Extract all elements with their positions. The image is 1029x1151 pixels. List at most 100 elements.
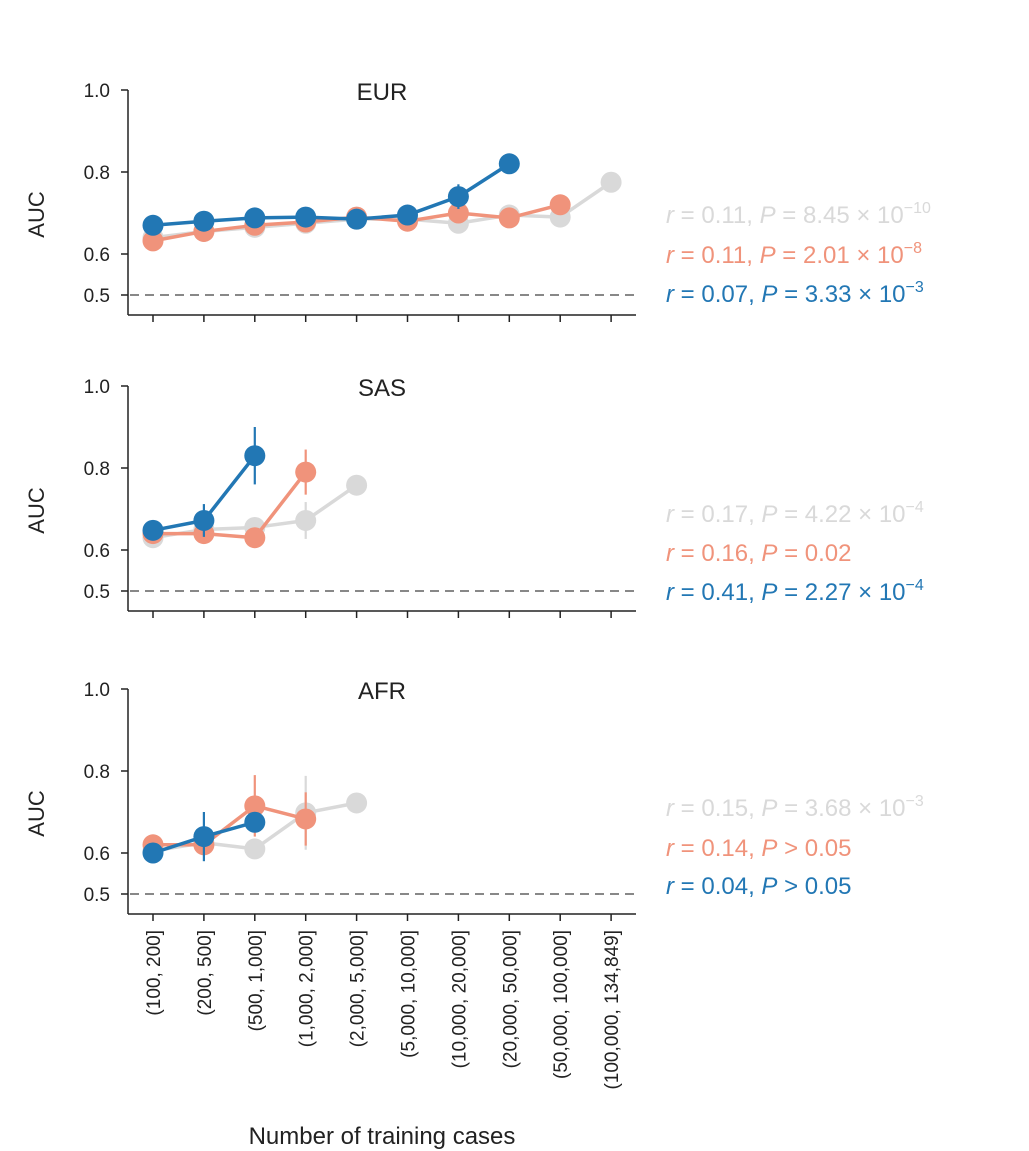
stat-grey: r = 0.11, P = 8.45 × 10−10 (666, 200, 931, 229)
stat-p-label: P (761, 795, 777, 822)
stat-r-value: = 0.07, (674, 281, 761, 308)
data-point (295, 461, 317, 483)
data-point (295, 206, 317, 228)
stat-r-label: r (666, 540, 675, 567)
stat-r-label: r (666, 795, 675, 822)
stat-r-value: = 0.16, (674, 540, 761, 567)
data-point (447, 202, 469, 224)
stat-exponent: −10 (904, 200, 931, 217)
stat-r-value: = 0.14, (674, 835, 761, 862)
stat-r-label: r (666, 579, 675, 606)
data-point (295, 509, 317, 531)
stat-r-value: = 0.41, (674, 579, 761, 606)
series-blue (142, 811, 266, 864)
stat-p-label: P (761, 501, 777, 528)
stat-blue: r = 0.07, P = 3.33 × 10−3 (666, 279, 924, 308)
stat-exponent: −4 (906, 499, 924, 516)
y-tick-label: 0.5 (84, 582, 110, 603)
stat-p-label: P (761, 281, 777, 308)
stat-r-value: = 0.11, (674, 242, 760, 269)
data-point (244, 445, 266, 467)
stat-p-label: P (761, 540, 777, 567)
y-axis-title: AUC (24, 191, 49, 238)
stat-exponent: −8 (904, 240, 922, 257)
y-tick-label: 0.6 (84, 245, 110, 266)
data-point (397, 204, 418, 226)
x-tick-label: (2,000, 5,000] (348, 930, 369, 1047)
stat-orange: r = 0.11, P = 2.01 × 10−8 (666, 240, 922, 269)
panel-sas: 0.5 0.6 0.8 1.0 AUC SAS r = 0.17, P = 4.22 × 1… (24, 375, 924, 618)
stat-p-value: = 2.01 × 10 (776, 242, 904, 269)
data-point (244, 207, 266, 229)
panel-title: EUR (357, 79, 408, 106)
data-point (244, 811, 266, 833)
x-tick-label: (50,000, 100,000] (551, 930, 572, 1079)
x-tick-label: (500, 1,000] (246, 930, 267, 1031)
stat-p-value: = 2.27 × 10 (777, 579, 905, 606)
y-axis-title: AUC (24, 790, 49, 837)
data-point (346, 474, 368, 496)
series-grey (142, 171, 622, 249)
y-tick-label: 1.0 (84, 680, 110, 701)
data-point (498, 207, 520, 229)
y-tick-label: 0.8 (84, 762, 110, 783)
stat-r-value: = 0.15, (674, 795, 761, 822)
stat-p-label: P (761, 873, 777, 900)
stat-r-label: r (666, 873, 675, 900)
x-axis-title: Number of training cases (249, 1123, 516, 1150)
data-point (244, 527, 266, 549)
stat-p-value: = 0.02 (777, 540, 851, 567)
stat-orange: r = 0.14, P > 0.05 (666, 835, 851, 862)
stat-exponent: −3 (906, 793, 924, 810)
series-line-orange (153, 804, 307, 847)
panel-title: SAS (358, 375, 406, 402)
stat-r-label: r (666, 202, 675, 229)
stat-p-value: = 3.68 × 10 (777, 795, 905, 822)
stat-p-value: = 3.33 × 10 (777, 281, 905, 308)
stat-p-value: > 0.05 (777, 835, 851, 862)
stat-p-label: P (760, 202, 776, 229)
stat-r-value: = 0.04, (674, 873, 761, 900)
data-point (193, 826, 215, 848)
data-point (142, 842, 164, 864)
stat-exponent: −3 (906, 279, 924, 296)
x-tick-label: (100, 200] (144, 930, 165, 1016)
stat-r-label: r (666, 501, 675, 528)
stat-p-label: P (761, 579, 777, 606)
series-orange (142, 775, 317, 856)
stat-blue: r = 0.04, P > 0.05 (666, 873, 851, 900)
stat-p-label: P (761, 835, 777, 862)
data-point (346, 208, 368, 230)
data-point (193, 509, 215, 531)
data-point (295, 808, 317, 830)
stat-blue: r = 0.41, P = 2.27 × 10−4 (666, 577, 924, 606)
x-tick-label: (100,000, 134,849] (602, 930, 623, 1090)
stat-r-label: r (666, 835, 675, 862)
panel-eur: 0.5 0.6 0.8 1.0 AUC EUR r = 0.11, P = 8.45 × 1… (24, 79, 931, 322)
panel-afr: 0.5 0.6 0.8 1.0 AUC AFR r = 0.15, P = 3.68 × 1… (24, 678, 924, 921)
data-point (600, 171, 622, 193)
stat-r-value: = 0.11, (674, 202, 760, 229)
y-tick-label: 0.6 (84, 541, 110, 562)
data-point (244, 838, 266, 860)
y-tick-label: 0.8 (84, 459, 110, 480)
data-point (142, 214, 164, 236)
stat-p-value: > 0.05 (777, 873, 851, 900)
stat-p-label: P (760, 242, 776, 269)
x-tick-label: (10,000, 20,000] (449, 930, 470, 1068)
x-tick-label: (1,000, 2,000] (297, 930, 318, 1047)
x-tick-label: (5,000, 10,000] (399, 930, 420, 1058)
y-tick-label: 1.0 (84, 377, 110, 398)
data-point (142, 519, 164, 541)
data-point (244, 795, 266, 817)
y-tick-label: 0.6 (84, 844, 110, 865)
stat-grey: r = 0.17, P = 4.22 × 10−4 (666, 499, 924, 528)
stat-orange: r = 0.16, P = 0.02 (666, 540, 851, 567)
stat-grey: r = 0.15, P = 3.68 × 10−3 (666, 793, 924, 822)
data-point (193, 210, 215, 232)
data-point (346, 792, 368, 814)
data-point (498, 153, 520, 175)
y-axis-title: AUC (24, 487, 49, 534)
y-tick-label: 0.5 (84, 885, 110, 906)
